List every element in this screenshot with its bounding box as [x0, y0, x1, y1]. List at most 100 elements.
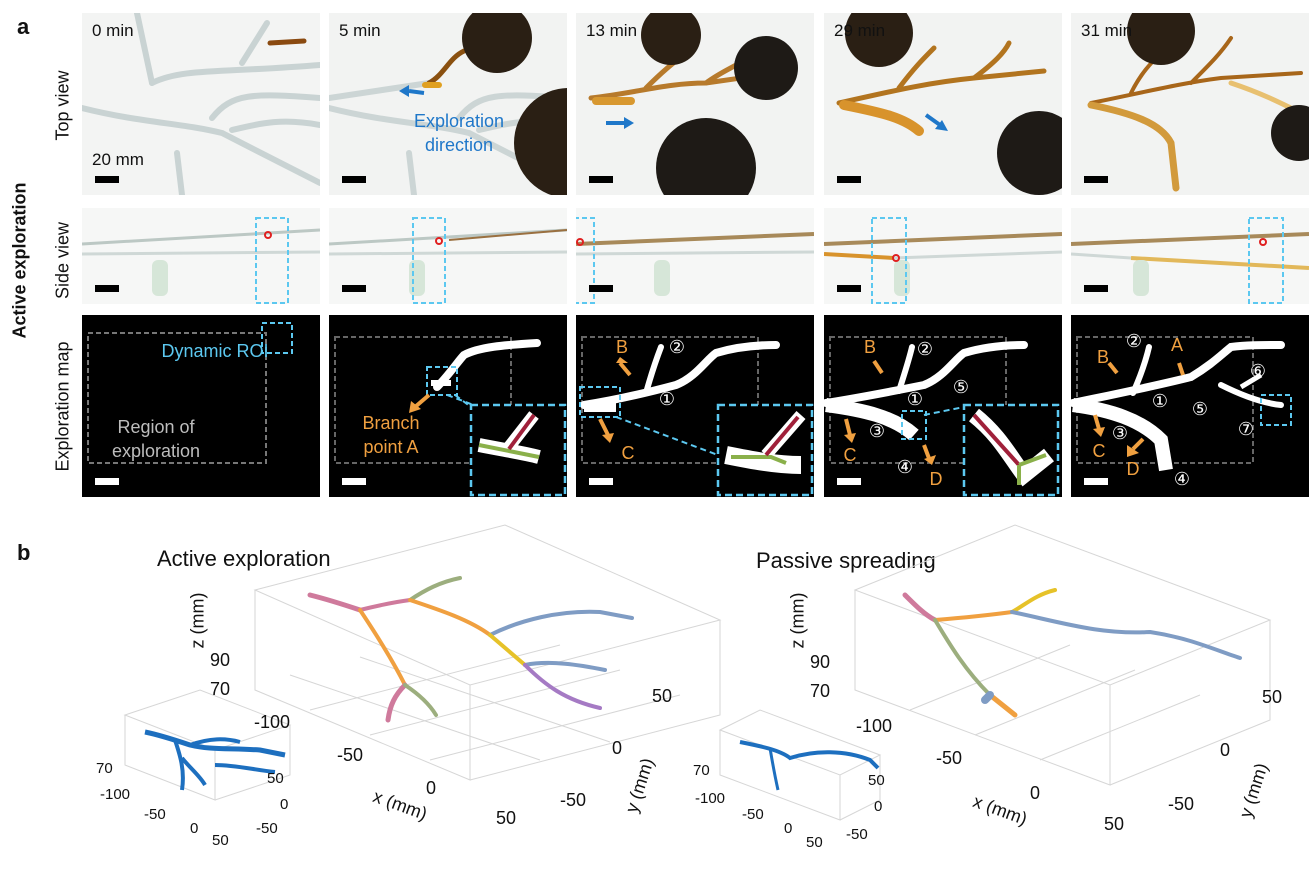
circled-1: ①: [1151, 391, 1169, 411]
top-view-tile-13min: 13 min: [576, 13, 814, 195]
time-label-0min: 0 min: [92, 21, 134, 40]
time-label-13min: 13 min: [586, 21, 638, 40]
side-view-tile-29min: [824, 208, 1062, 304]
right-x-tick-m50: -50: [936, 748, 963, 768]
right-y-tick-50: 50: [1262, 687, 1283, 707]
scalebar: [95, 478, 119, 485]
time-label-29min: 29 min: [834, 21, 886, 40]
scalebar: [1084, 285, 1108, 292]
panel-label-b: b: [17, 540, 31, 565]
letter-d: D: [929, 469, 943, 489]
scalebar: [342, 176, 366, 183]
dynamic-roi-label: Dynamic ROI: [161, 341, 269, 361]
scalebar: [589, 285, 613, 292]
left-x-tick-50: 50: [496, 808, 517, 828]
left-inset-x-tick-m50: -50: [144, 806, 166, 823]
left-3d-grid: [253, 524, 722, 781]
top-view-image-13min: [588, 13, 798, 195]
left-z-tick-90: 90: [210, 650, 231, 670]
left-y-tick-50: 50: [652, 686, 673, 706]
row-label-side-view: Side view: [52, 221, 73, 300]
right-x-tick-m100: -100: [856, 716, 893, 736]
left-inset-x-tick-0: 0: [190, 820, 199, 837]
right-inset-x-tick-m100: -100: [695, 790, 726, 807]
scale-label: 20 mm: [92, 150, 144, 169]
side-view-image-5min: [329, 217, 567, 304]
side-view-image-29min: [824, 217, 1062, 304]
scalebar: [95, 176, 119, 183]
scalebar: [1084, 478, 1108, 485]
panel-b-3d-plots: [123, 524, 1272, 821]
left-x-tick-m50: -50: [337, 745, 364, 765]
right-y-tick-0: 0: [1220, 740, 1231, 760]
right-inset-y-tick-m50: -50: [846, 826, 868, 843]
right-inset-x-tick-m50: -50: [742, 806, 764, 823]
right-branches: [902, 588, 1242, 718]
right-3d-grid: [853, 524, 1272, 786]
circled-3: ③: [868, 421, 886, 441]
scalebar: [589, 478, 613, 485]
top-view-image-29min: [836, 13, 1062, 195]
left-x-tick-0: 0: [426, 778, 437, 798]
right-inset-y-tick-50: 50: [868, 772, 885, 789]
right-inset-x-tick-50: 50: [806, 834, 823, 851]
time-label-5min: 5 min: [339, 21, 381, 40]
circled-6: ⑥: [1249, 361, 1267, 381]
time-label-31min: 31 min: [1081, 21, 1133, 40]
right-x-tick-0: 0: [1030, 783, 1041, 803]
active-exploration-side-title: Active exploration: [9, 182, 30, 339]
circled-2: ②: [1125, 331, 1143, 351]
right-z-tick-90: 90: [810, 652, 831, 672]
scalebar: [1084, 176, 1108, 183]
scalebar: [95, 285, 119, 292]
right-x-tick-50: 50: [1104, 814, 1125, 834]
circled-5: ⑤: [1191, 399, 1209, 419]
right-inset-points: [739, 740, 880, 791]
left-inset-y-tick-0: 0: [280, 796, 289, 813]
circled-5: ⑤: [952, 377, 970, 397]
side-view-image-31min: [1071, 217, 1309, 304]
letter-b: B: [1096, 347, 1109, 367]
left-y-tick-0: 0: [612, 738, 623, 758]
circled-1: ①: [906, 389, 924, 409]
right-inset-z-tick-70: 70: [693, 762, 710, 779]
right-z-axis-label: z (mm): [787, 592, 808, 649]
branch-point-a-label: Branch point A: [362, 413, 420, 457]
left-inset-points: [144, 729, 286, 791]
scalebar: [837, 176, 861, 183]
left-inset-x-tick-m100: -100: [100, 786, 131, 803]
circled-3: ③: [1111, 423, 1129, 443]
scalebar: [342, 285, 366, 292]
top-view-tile-29min: 29 min: [824, 13, 1062, 195]
row-label-top-view: Top view: [52, 70, 73, 141]
circled-4: ④: [896, 457, 914, 477]
map-image-0min: [87, 322, 293, 464]
letter-b: B: [615, 337, 628, 357]
top-view-image-0min: [82, 13, 320, 195]
left-inset-z-tick-70: 70: [96, 760, 113, 777]
circled-2: ②: [916, 339, 934, 359]
letter-c: C: [843, 445, 857, 465]
scalebar: [342, 478, 366, 485]
letter-c: C: [1092, 441, 1106, 461]
letter-c: C: [621, 443, 635, 463]
left-z-tick-70: 70: [210, 679, 231, 699]
letter-d: D: [1126, 459, 1140, 479]
right-inset-y-tick-0: 0: [874, 798, 883, 815]
left-branches: [307, 576, 634, 723]
panel-label-a: a: [17, 14, 30, 39]
left-inset-x-tick-50: 50: [212, 832, 229, 849]
right-inset-grid: [718, 709, 882, 821]
left-y-tick-m50: -50: [560, 790, 587, 810]
top-view-tile-5min: 5 min Exploration direction: [329, 13, 567, 195]
circled-1: ①: [658, 389, 676, 409]
left-inset-grid: [123, 689, 292, 801]
side-view-tile-5min: [329, 208, 567, 304]
side-view-tile-0min: [82, 208, 320, 304]
active-exploration-plot-title: Active exploration: [157, 546, 331, 571]
circled-7: ⑦: [1237, 419, 1255, 439]
side-view-image-0min: [82, 217, 320, 304]
side-view-tile-31min: [1071, 208, 1309, 304]
right-inset-x-tick-0: 0: [784, 820, 793, 837]
left-x-tick-m100: -100: [254, 712, 291, 732]
